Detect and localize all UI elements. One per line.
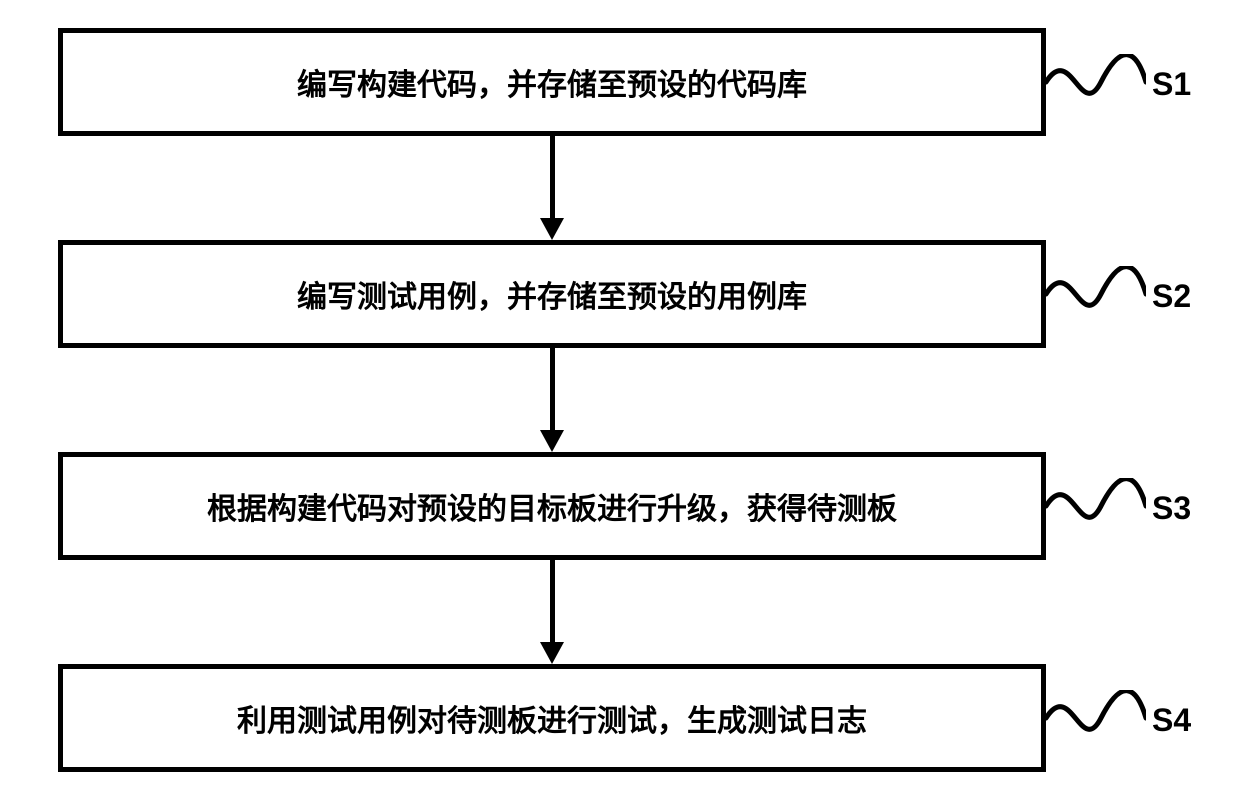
flow-step-label-s1: S1 <box>1152 66 1191 103</box>
flow-arrow-head-2 <box>540 642 564 664</box>
flow-step-label-s2: S2 <box>1152 278 1191 315</box>
flowchart-canvas: 编写构建代码，并存储至预设的代码库 S1 编写测试用例，并存储至预设的用例库 S2 根据… <box>0 0 1240 809</box>
flow-arrow-head-1 <box>540 430 564 452</box>
flow-step-s2: 编写测试用例，并存储至预设的用例库 <box>58 240 1046 348</box>
flow-step-label-s3: S3 <box>1152 490 1191 527</box>
flow-squiggle-0 <box>1046 54 1146 110</box>
flow-step-text: 编写测试用例，并存储至预设的用例库 <box>297 272 807 316</box>
flow-squiggle-3 <box>1046 690 1146 746</box>
flow-arrow-line-1 <box>550 348 555 430</box>
flow-step-label-s4: S4 <box>1152 702 1191 739</box>
flow-arrow-line-2 <box>550 560 555 642</box>
flow-squiggle-2 <box>1046 478 1146 534</box>
flow-arrow-head-0 <box>540 218 564 240</box>
flow-step-s3: 根据构建代码对预设的目标板进行升级，获得待测板 <box>58 452 1046 560</box>
flow-step-text: 编写构建代码，并存储至预设的代码库 <box>297 60 807 104</box>
flow-step-s4: 利用测试用例对待测板进行测试，生成测试日志 <box>58 664 1046 772</box>
flow-step-s1: 编写构建代码，并存储至预设的代码库 <box>58 28 1046 136</box>
flow-step-text: 根据构建代码对预设的目标板进行升级，获得待测板 <box>207 484 897 528</box>
flow-step-text: 利用测试用例对待测板进行测试，生成测试日志 <box>237 696 867 740</box>
flow-arrow-line-0 <box>550 136 555 218</box>
flow-squiggle-1 <box>1046 266 1146 322</box>
